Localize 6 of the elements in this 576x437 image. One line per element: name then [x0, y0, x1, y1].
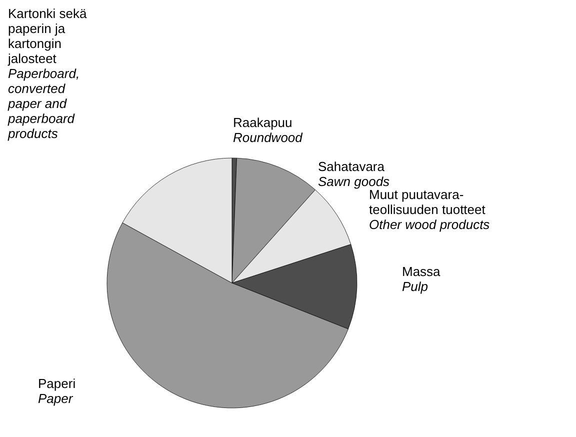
slice-label: Sahatavara Sawn goods: [318, 159, 390, 189]
category-label: Kartonki sekä paperin ja kartongin jalosteet Paperboard, converted paper and paperboard products: [8, 6, 87, 141]
slice-label: Massa Pulp: [402, 264, 442, 294]
slice-label: Paperi Paper: [38, 376, 76, 406]
slice-label: Muut puutavara-teollisuuden tuotteet Other wood products: [369, 187, 490, 232]
slice-label: Raakapuu Roundwood: [233, 115, 304, 145]
